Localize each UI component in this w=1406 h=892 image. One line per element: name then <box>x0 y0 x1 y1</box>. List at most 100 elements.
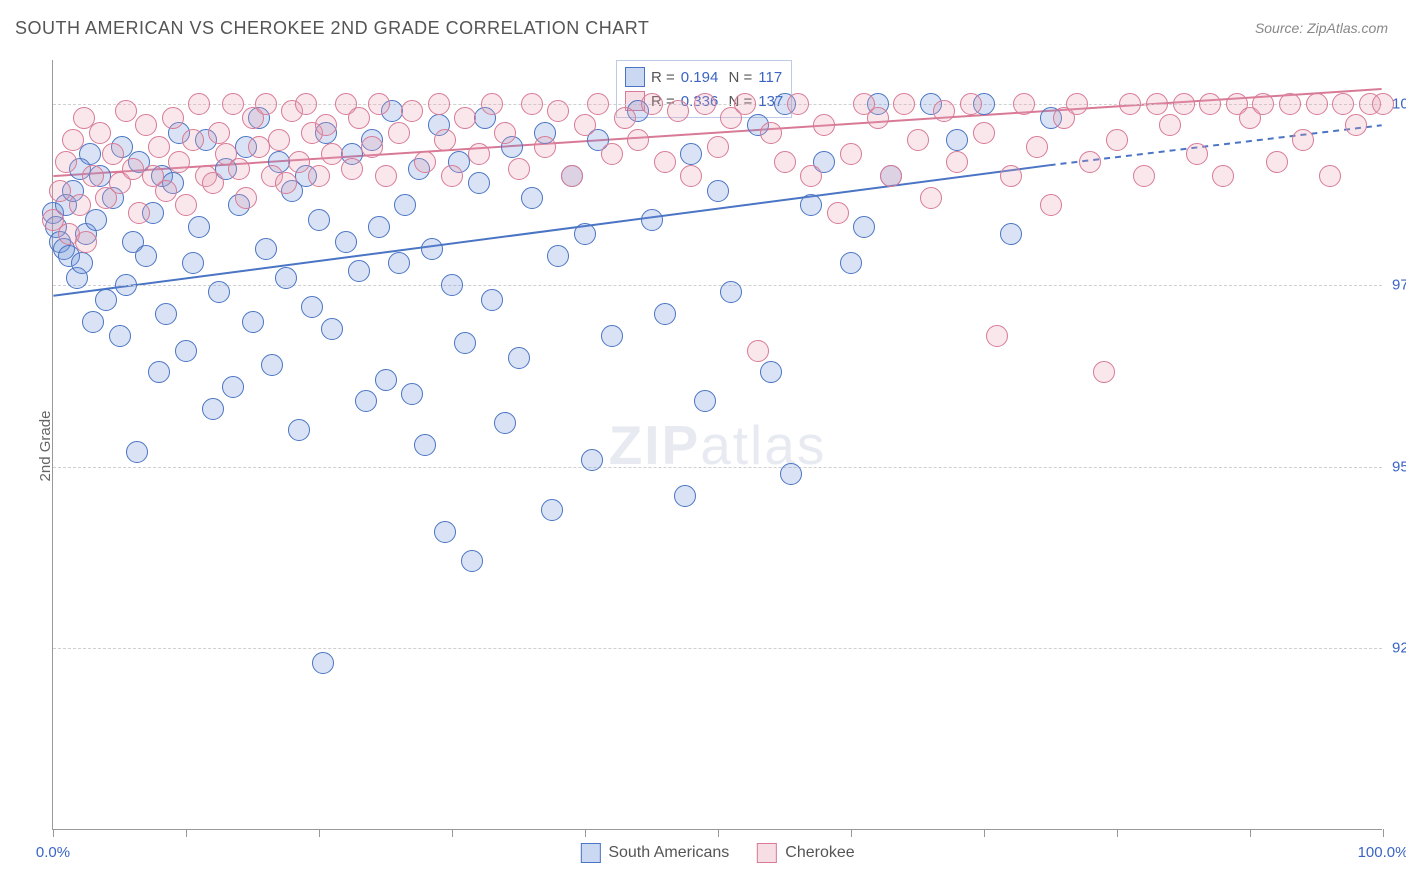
scatter-point <box>348 107 370 129</box>
scatter-point <box>680 165 702 187</box>
scatter-point <box>255 238 277 260</box>
legend-item-series-a: South Americans <box>580 843 729 863</box>
scatter-point <box>813 114 835 136</box>
scatter-point <box>315 114 337 136</box>
scatter-point <box>135 114 157 136</box>
scatter-point <box>1040 194 1062 216</box>
y-tick-label: 97.5% <box>1392 277 1406 294</box>
scatter-point <box>368 93 390 115</box>
gridline-h <box>53 467 1382 468</box>
scatter-point <box>208 122 230 144</box>
x-tick <box>1117 829 1118 837</box>
scatter-point <box>840 143 862 165</box>
scatter-point <box>175 340 197 362</box>
scatter-point <box>521 187 543 209</box>
scatter-point <box>235 187 257 209</box>
scatter-point <box>188 216 210 238</box>
n-label: N = <box>724 69 752 86</box>
scatter-point <box>694 390 716 412</box>
scatter-point <box>109 325 131 347</box>
scatter-point <box>667 100 689 122</box>
scatter-point <box>454 332 476 354</box>
scatter-point <box>1026 136 1048 158</box>
scatter-point <box>401 383 423 405</box>
scatter-point <box>255 93 277 115</box>
r-value: 0.194 <box>681 69 719 86</box>
scatter-point <box>175 194 197 216</box>
y-tick-label: 95.0% <box>1392 458 1406 475</box>
scatter-point <box>1106 129 1128 151</box>
scatter-point <box>308 209 330 231</box>
scatter-point <box>62 129 84 151</box>
scatter-point <box>321 318 343 340</box>
x-tick <box>452 829 453 837</box>
scatter-point <box>461 550 483 572</box>
scatter-point <box>1372 93 1394 115</box>
scatter-plot: ZIPatlas R =0.194 N =117R =0.336 N =137 … <box>52 60 1382 830</box>
scatter-point <box>1292 129 1314 151</box>
gridline-h <box>53 285 1382 286</box>
scatter-point <box>308 165 330 187</box>
scatter-point <box>202 398 224 420</box>
scatter-point <box>547 245 569 267</box>
n-value: 117 <box>758 69 782 86</box>
x-tick <box>1383 829 1384 837</box>
x-tick <box>851 829 852 837</box>
scatter-point <box>434 521 456 543</box>
scatter-point <box>222 93 244 115</box>
scatter-point <box>222 376 244 398</box>
scatter-point <box>248 136 270 158</box>
scatter-point <box>1119 93 1141 115</box>
scatter-point <box>55 151 77 173</box>
legend-item-series-b: Cherokee <box>757 843 854 863</box>
scatter-point <box>1013 93 1035 115</box>
scatter-point <box>1093 361 1115 383</box>
x-tick <box>1250 829 1251 837</box>
scatter-point <box>135 245 157 267</box>
scatter-point <box>414 434 436 456</box>
scatter-point <box>268 129 290 151</box>
scatter-point <box>1306 93 1328 115</box>
y-tick-label: 100.0% <box>1392 95 1406 112</box>
scatter-point <box>428 93 450 115</box>
scatter-point <box>827 202 849 224</box>
scatter-point <box>893 93 915 115</box>
legend-label-a: South Americans <box>608 844 729 862</box>
scatter-point <box>946 129 968 151</box>
scatter-point <box>1266 151 1288 173</box>
scatter-point <box>587 93 609 115</box>
scatter-point <box>126 441 148 463</box>
source-label: Source: ZipAtlas.com <box>1255 20 1388 36</box>
scatter-point <box>1066 93 1088 115</box>
scatter-point <box>388 122 410 144</box>
scatter-point <box>155 303 177 325</box>
scatter-point <box>627 129 649 151</box>
scatter-point <box>1345 114 1367 136</box>
scatter-point <box>168 151 190 173</box>
gridline-h <box>53 648 1382 649</box>
scatter-point <box>1186 143 1208 165</box>
scatter-point <box>561 165 583 187</box>
scatter-point <box>800 165 822 187</box>
scatter-point <box>880 165 902 187</box>
scatter-point <box>182 129 204 151</box>
scatter-point <box>840 252 862 274</box>
legend-swatch-a <box>580 843 600 863</box>
scatter-point <box>508 158 530 180</box>
scatter-point <box>115 100 137 122</box>
scatter-point <box>601 325 623 347</box>
scatter-point <box>574 223 596 245</box>
scatter-point <box>674 485 696 507</box>
scatter-point <box>774 151 796 173</box>
x-tick-label: 0.0% <box>36 844 70 861</box>
scatter-point <box>1252 93 1274 115</box>
x-tick <box>718 829 719 837</box>
scatter-point <box>641 93 663 115</box>
scatter-point <box>122 158 144 180</box>
scatter-point <box>148 136 170 158</box>
scatter-point <box>1146 93 1168 115</box>
x-tick <box>319 829 320 837</box>
scatter-point <box>275 172 297 194</box>
scatter-point <box>208 281 230 303</box>
r-label: R = <box>651 69 675 86</box>
